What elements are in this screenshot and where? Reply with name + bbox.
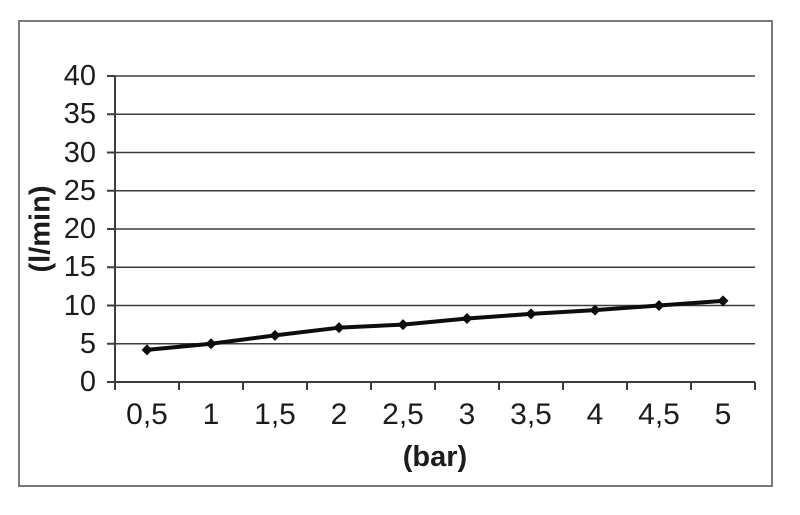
chart-frame	[18, 20, 773, 487]
data-point-marker	[653, 300, 665, 311]
data-point-marker	[141, 344, 153, 356]
data-point-marker	[717, 295, 729, 307]
series-line	[145, 298, 725, 352]
data-point-marker	[461, 313, 473, 325]
data-point-marker	[525, 308, 537, 320]
data-point-marker	[397, 319, 409, 331]
data-point-marker	[333, 322, 345, 334]
data-point-marker	[269, 329, 281, 341]
data-point-marker	[589, 304, 601, 316]
data-point-marker	[205, 338, 217, 350]
